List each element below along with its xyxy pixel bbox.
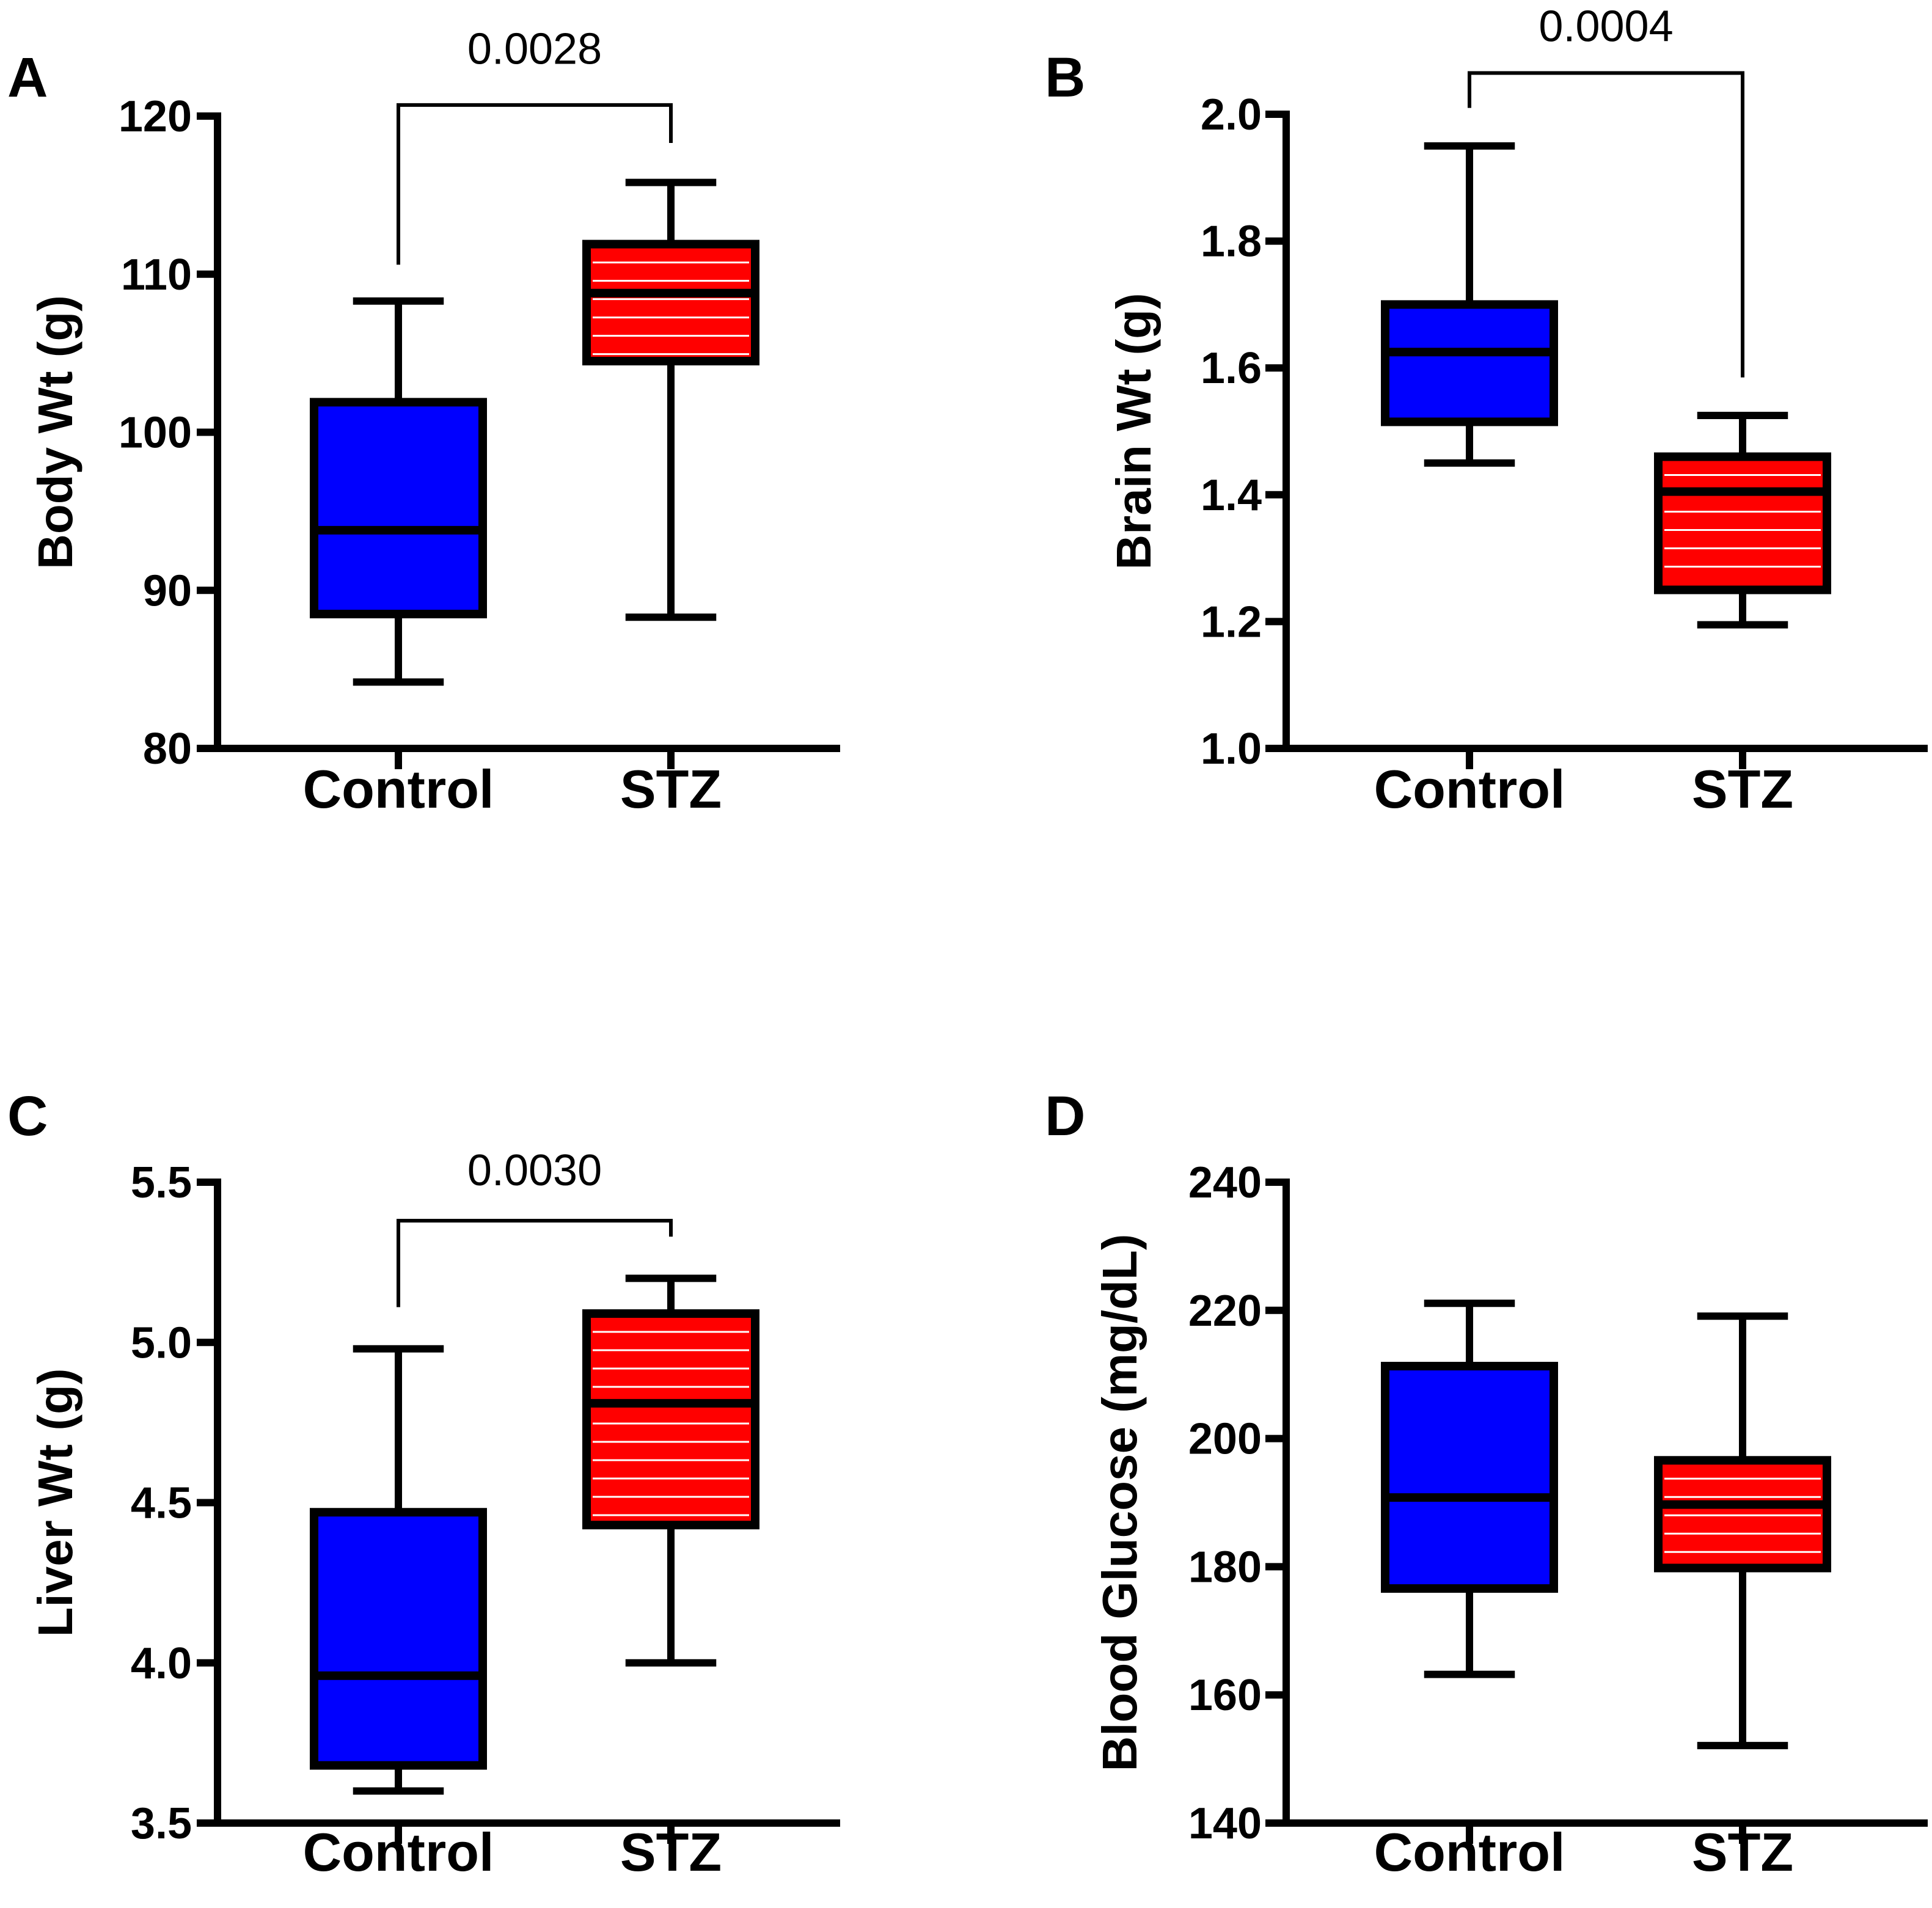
y-tick-label: 4.5 xyxy=(131,1479,192,1528)
y-tick-label: 80 xyxy=(143,725,192,773)
y-tick-label: 90 xyxy=(143,566,192,615)
x-tick-label: Control xyxy=(1374,1822,1565,1882)
x-tick-label: STZ xyxy=(1692,1822,1793,1882)
box-outline xyxy=(1381,1362,1558,1593)
p-value-label: 0.0028 xyxy=(467,25,602,74)
significance-bracket: 0.0028 xyxy=(397,25,673,265)
box-body xyxy=(587,1314,755,1526)
box-outline xyxy=(310,1508,487,1770)
y-tick-label: 180 xyxy=(1188,1543,1262,1592)
y-tick-label: 160 xyxy=(1188,1671,1262,1720)
y-axis-label: Brain Wt (g) xyxy=(1107,293,1161,569)
box-control xyxy=(310,297,487,686)
y-tick-label: 1.6 xyxy=(1201,344,1262,393)
box-body xyxy=(314,402,483,615)
box-stz xyxy=(582,1274,759,1667)
x-tick-label: Control xyxy=(303,1822,494,1882)
box-body xyxy=(1385,304,1554,422)
box-outline xyxy=(582,239,759,366)
y-tick-label: 100 xyxy=(119,409,192,458)
panel-letter: B xyxy=(1045,46,1085,109)
y-tick-label: 1.8 xyxy=(1201,217,1262,266)
y-axis-label: Blood Glucose (mg/dL) xyxy=(1092,1234,1147,1772)
y-tick-label: 200 xyxy=(1188,1415,1262,1464)
y-tick-label: 4.0 xyxy=(131,1639,192,1688)
box-body xyxy=(1658,456,1827,590)
panel-d: D Blood Glucose (mg/dL) 140 160 180 200 220 240… xyxy=(1045,1085,1928,1882)
box-body xyxy=(1385,1366,1554,1589)
box-control xyxy=(1381,142,1558,467)
box-control xyxy=(310,1345,487,1795)
y-tick-label: 5.0 xyxy=(131,1318,192,1367)
y-tick-label: 5.5 xyxy=(131,1158,192,1207)
box-outline xyxy=(582,1309,759,1530)
bracket-line xyxy=(397,103,673,265)
x-tick-label: Control xyxy=(303,759,494,819)
bracket-line xyxy=(397,1218,673,1307)
y-tick-label: 110 xyxy=(121,250,192,299)
box-stz xyxy=(1654,1312,1831,1750)
y-tick-label: 2.0 xyxy=(1201,90,1262,139)
box-outline xyxy=(1654,1456,1831,1573)
significance-bracket: 0.0030 xyxy=(397,1146,673,1307)
x-tick-label: Control xyxy=(1374,759,1565,819)
significance-bracket: 0.0004 xyxy=(1468,2,1744,378)
bracket-line xyxy=(1468,71,1744,378)
panel-letter: C xyxy=(7,1085,48,1147)
y-tick-label: 1.0 xyxy=(1201,725,1262,773)
x-tick-label: STZ xyxy=(620,759,722,819)
y-tick-label: 220 xyxy=(1188,1287,1262,1336)
x-tick-label: STZ xyxy=(620,1822,722,1882)
box-stz xyxy=(582,178,759,621)
y-tick-label: 3.5 xyxy=(131,1799,192,1848)
y-tick-label: 1.2 xyxy=(1201,598,1262,646)
box-outline xyxy=(1654,452,1831,594)
panel-b: B Brain Wt (g) 1.0 1.2 1.4 1.6 1.8 2.0 Control ST… xyxy=(1045,2,1928,819)
box-body xyxy=(587,244,755,362)
y-tick-label: 1.4 xyxy=(1201,471,1262,520)
box-stz xyxy=(1654,412,1831,629)
y-axis-label: Body Wt (g) xyxy=(28,295,82,569)
p-value-label: 0.0030 xyxy=(467,1146,602,1195)
box-control xyxy=(1381,1299,1558,1678)
box-outline xyxy=(1381,300,1558,426)
y-axis-label: Liver Wt (g) xyxy=(28,1369,82,1637)
x-tick-label: STZ xyxy=(1692,759,1793,819)
y-tick-label: 240 xyxy=(1188,1158,1262,1207)
panel-letter: A xyxy=(7,46,48,109)
p-value-label: 0.0004 xyxy=(1539,2,1673,51)
box-body xyxy=(314,1512,483,1766)
box-outline xyxy=(310,398,487,619)
y-tick-label: 120 xyxy=(119,92,192,141)
panel-letter: D xyxy=(1045,1085,1085,1147)
y-tick-label: 140 xyxy=(1188,1799,1262,1848)
panel-a: A Body Wt (g) 80 90 100 110 120 Control STZ 0.002… xyxy=(7,25,840,819)
panel-c: C Liver Wt (g) 3.5 4.0 4.5 5.0 5.5 Control STZ 0.… xyxy=(7,1085,840,1882)
